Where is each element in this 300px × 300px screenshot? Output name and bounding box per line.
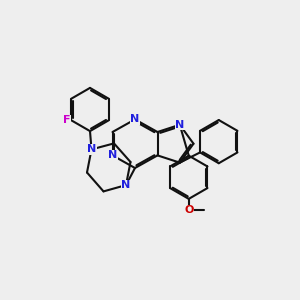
Text: N: N (122, 180, 130, 190)
Text: O: O (184, 205, 194, 215)
Text: F: F (63, 115, 70, 125)
Text: N: N (87, 144, 96, 154)
Text: N: N (108, 150, 117, 161)
Text: N: N (130, 114, 140, 124)
Text: N: N (175, 120, 184, 130)
